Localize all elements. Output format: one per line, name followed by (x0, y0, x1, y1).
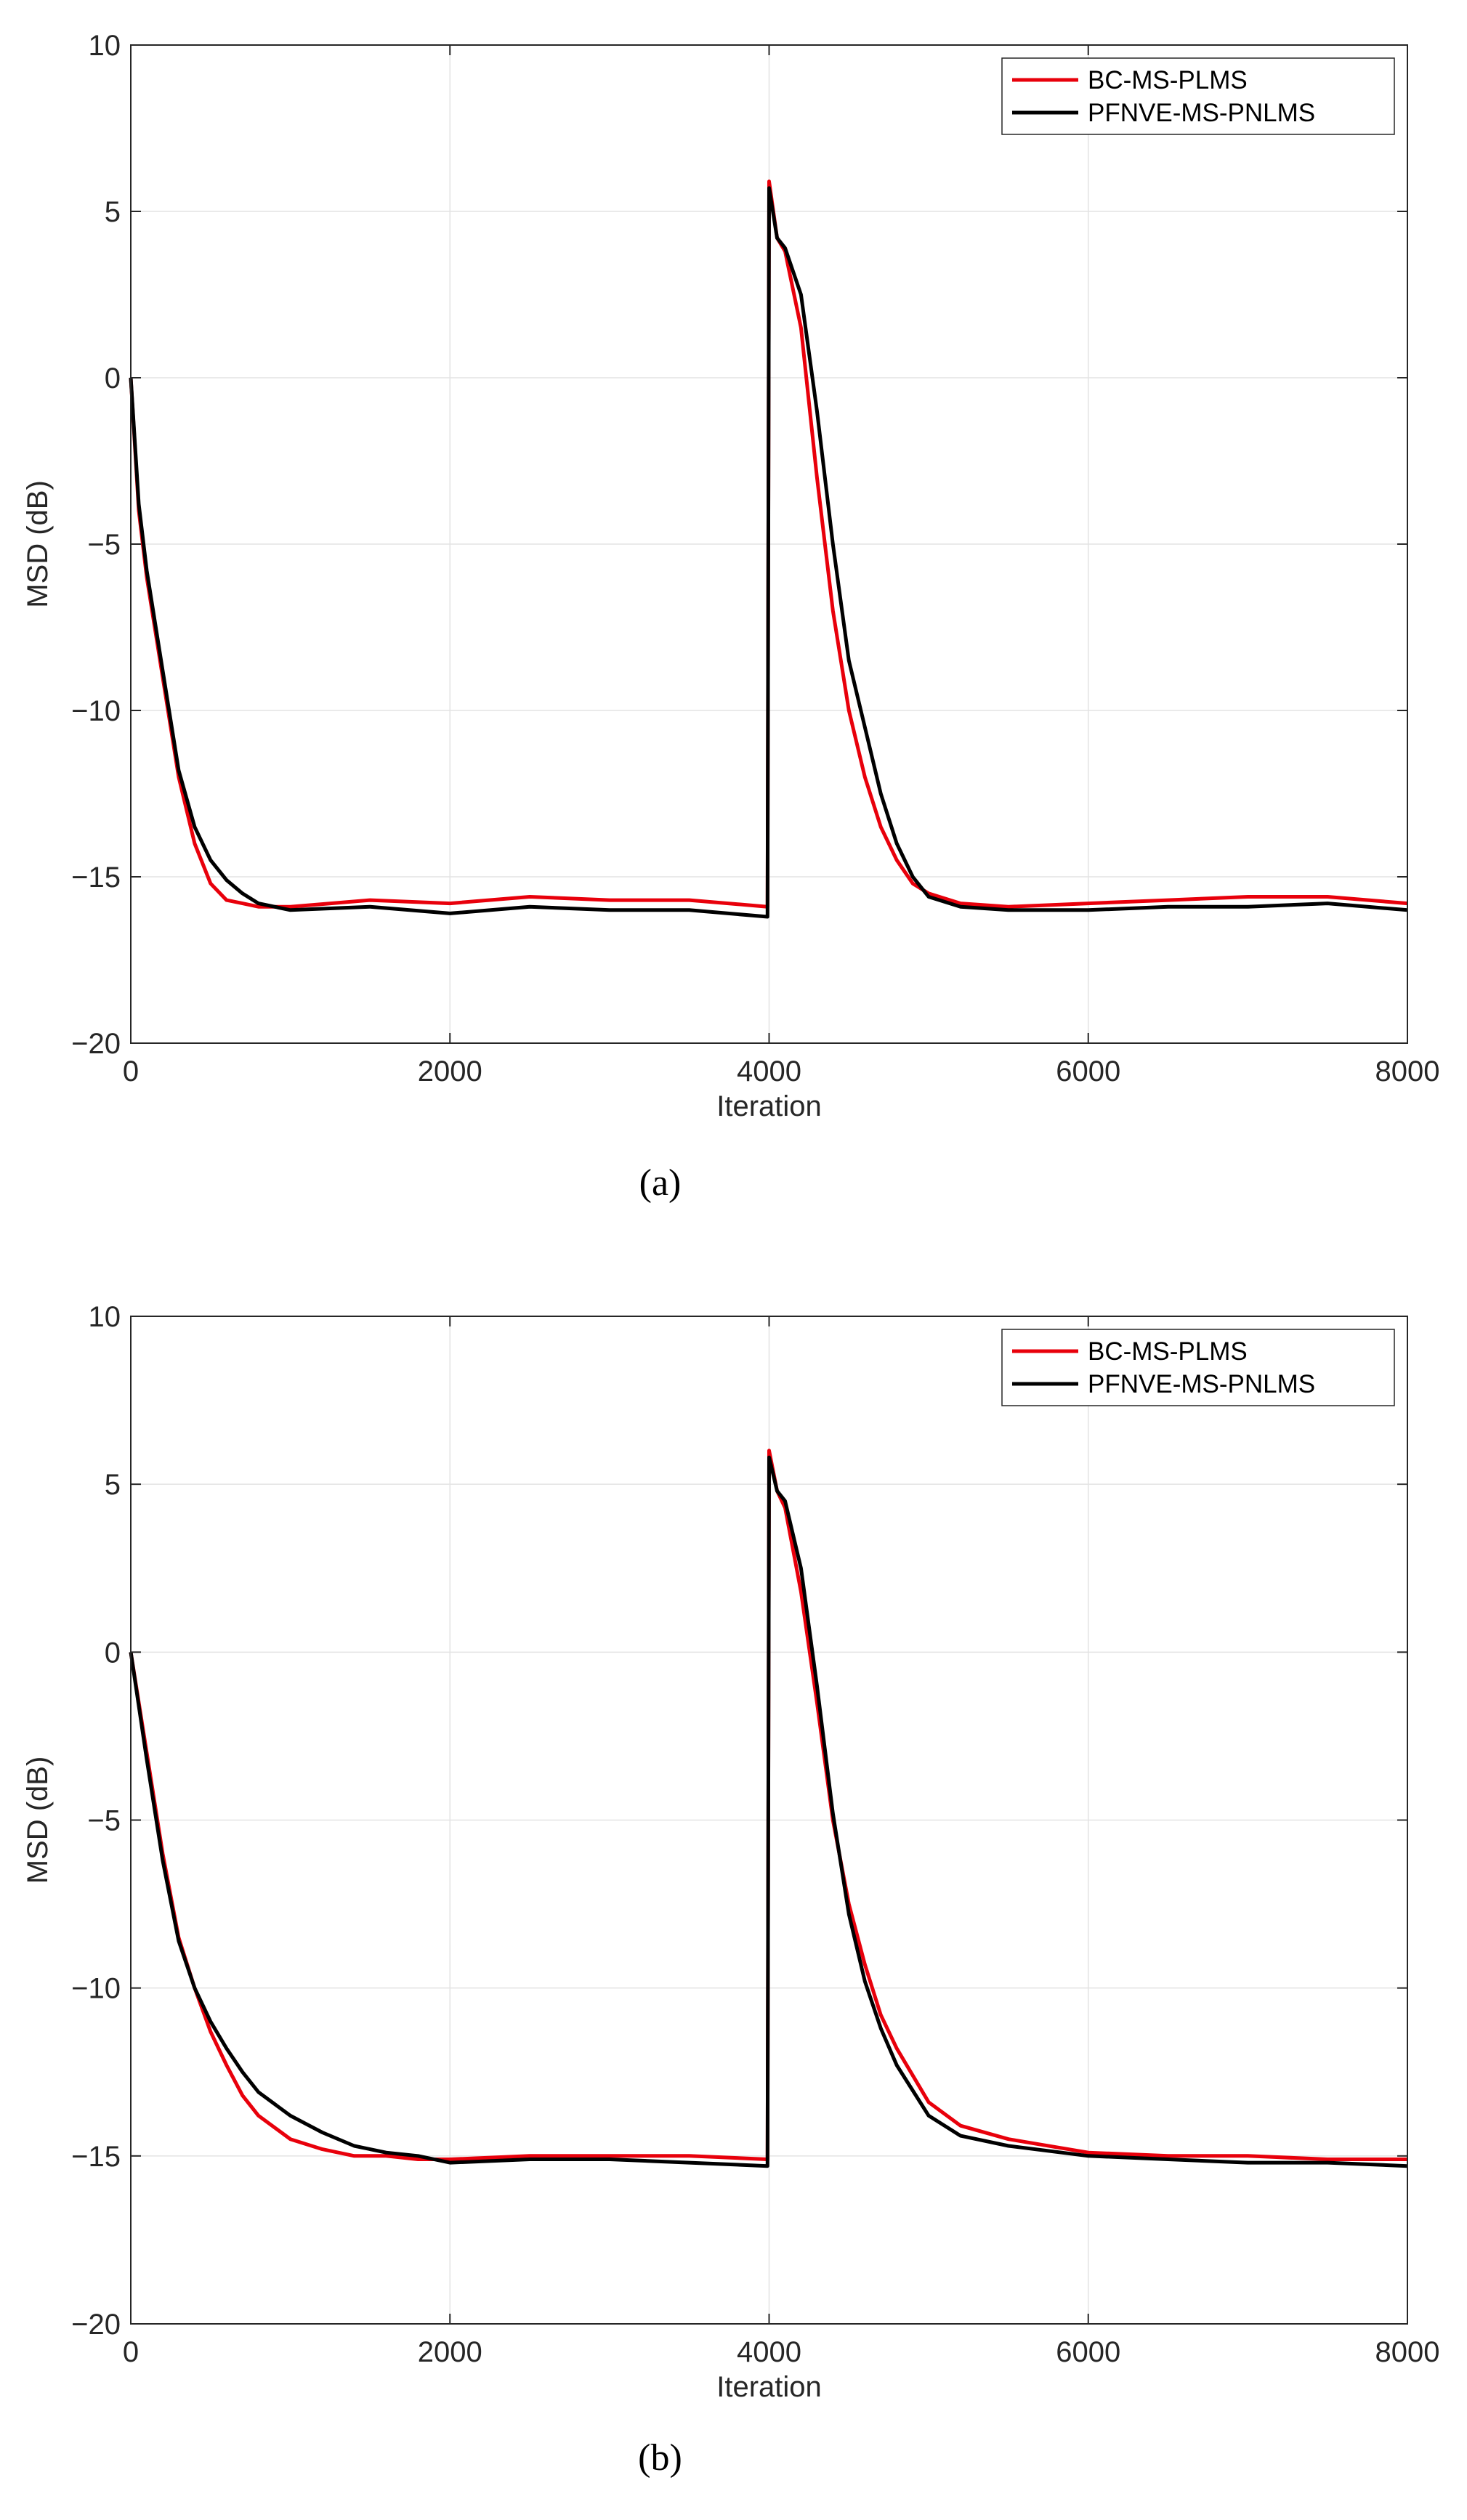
y-tick-label: −5 (87, 529, 121, 561)
x-tick-label: 4000 (737, 1056, 801, 1087)
y-tick-label: 5 (105, 1469, 121, 1501)
legend-label-bc-ms-plms: BC-MS-PLMS (1088, 1337, 1248, 1366)
x-tick-label: 2000 (418, 1056, 482, 1087)
y-tick-label: 0 (105, 1637, 121, 1669)
y-tick-label: −15 (71, 862, 121, 894)
chart-panel-a: 0 2000 4000 6000 8000 −20 −15 −10 −5 0 5 10 Iterat… (22, 30, 1439, 1204)
y-tick-label: −20 (71, 2309, 121, 2341)
legend-label-pfnve-ms-pnlms: PFNVE-MS-PNLMS (1088, 99, 1315, 127)
series-line-pfnve-ms-pnlms (129, 1455, 1408, 2168)
x-tick-labels: 0 2000 4000 6000 8000 (123, 45, 1440, 1087)
y-tick-label: 5 (105, 196, 121, 228)
y-tick-label: −15 (71, 2141, 121, 2173)
y-tick-label: 10 (89, 30, 121, 62)
series-lines (129, 179, 1408, 919)
legend-box (1001, 57, 1395, 135)
legend-box (1001, 1329, 1395, 1406)
y-axis-label: MSD (dB) (22, 480, 54, 608)
series-lines (129, 1449, 1408, 2168)
series-line-pfnve-ms-pnlms (129, 186, 1408, 919)
x-tick-label: 8000 (1375, 2336, 1440, 2368)
y-tick-label: −20 (71, 1028, 121, 1060)
x-axis-label: Iteration (716, 1090, 822, 1122)
x-tick-label: 4000 (737, 2336, 801, 2368)
x-tick-label: 6000 (1056, 1056, 1120, 1087)
y-axis-label: MSD (dB) (22, 1757, 54, 1884)
x-tick-label: 0 (123, 1056, 139, 1087)
y-tick-label: −10 (71, 1973, 121, 2005)
y-tick-label: 10 (89, 1301, 121, 1333)
y-tick-label: −10 (71, 695, 121, 727)
x-tick-label: 8000 (1375, 1056, 1440, 1087)
legend-label-pfnve-ms-pnlms: PFNVE-MS-PNLMS (1088, 1370, 1315, 1398)
legend: BC-MS-PLMS PFNVE-MS-PNLMS (1001, 1329, 1395, 1406)
legend: BC-MS-PLMS PFNVE-MS-PNLMS (1001, 57, 1395, 135)
panel-caption-b: (b) (638, 2437, 682, 2479)
x-tick-label: 0 (123, 2336, 139, 2368)
y-tick-labels: −20 −15 −10 −5 0 5 10 (71, 1301, 1407, 2341)
x-axis-label: Iteration (716, 2371, 822, 2403)
x-tick-label: 6000 (1056, 2336, 1120, 2368)
y-tick-label: −5 (87, 1805, 121, 1837)
x-tick-labels: 0 2000 4000 6000 8000 (123, 1316, 1440, 2368)
y-tick-label: 0 (105, 362, 121, 394)
panel-caption-a: (a) (639, 1162, 682, 1204)
chart-panel-b: 0 2000 4000 6000 8000 −20 −15 −10 −5 0 5 10 Iterat… (22, 1301, 1439, 2479)
y-tick-labels: −20 −15 −10 −5 0 5 10 (71, 30, 1407, 1060)
legend-label-bc-ms-plms: BC-MS-PLMS (1088, 66, 1248, 94)
x-tick-label: 2000 (418, 2336, 482, 2368)
